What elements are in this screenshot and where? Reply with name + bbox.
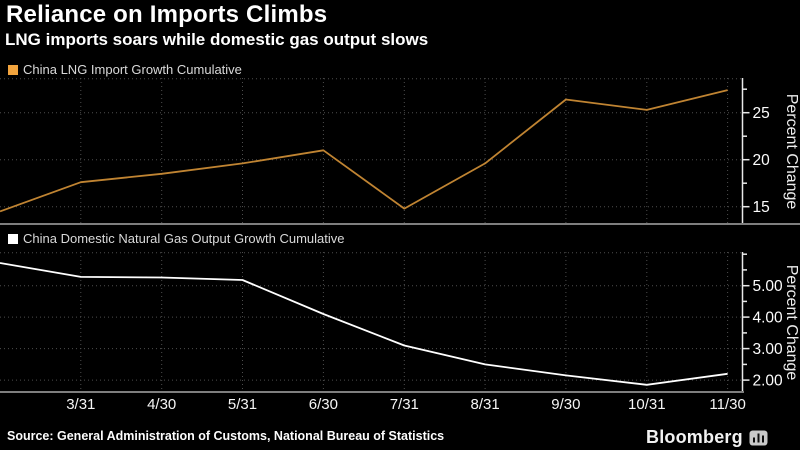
x-tick-label: 3/31 [66, 396, 96, 413]
domestic-legend-label: China Domestic Natural Gas Output Growth… [23, 231, 345, 246]
brand-logo: Bloomberg [646, 427, 768, 448]
y-tick-label: 25 [753, 105, 770, 122]
x-tick-label: 11/30 [709, 396, 746, 413]
y-tick-label: 3.00 [753, 341, 784, 358]
x-tick-label: 4/30 [147, 396, 177, 413]
page-subtitle: LNG imports soars while domestic gas out… [5, 30, 429, 49]
y-tick-label: 15 [753, 199, 770, 216]
x-tick-label: 10/31 [628, 396, 666, 413]
source-note: Source: General Administration of Custom… [7, 429, 445, 443]
y-tick-label: 20 [753, 152, 771, 169]
x-tick-label: 8/31 [470, 396, 500, 413]
legend-domestic: China Domestic Natural Gas Output Growth… [8, 232, 345, 245]
bloomberg-terminal-icon [749, 430, 768, 445]
legend-lng: China LNG Import Growth Cumulative [8, 63, 242, 76]
x-axis-line [0, 391, 744, 393]
lng-legend-swatch-icon [8, 64, 18, 75]
y-tick-label: 2.00 [753, 373, 784, 390]
y-axis-title: Percent Change [783, 94, 800, 210]
domestic-series-line [0, 262, 728, 386]
y-tick-label: 4.00 [753, 310, 784, 327]
lng-series-line [0, 89, 728, 213]
y-axis-title: Percent Change [783, 265, 800, 381]
x-tick-label: 5/31 [227, 396, 258, 413]
x-axis-labels: 3/31 4/30 5/31 6/30 7/31 8/31 9/30 10/31 11/30 [0, 396, 800, 414]
y-tick-label: 5.00 [753, 278, 784, 295]
lng-import-chart: 15 20 25 Percent Change [0, 78, 800, 225]
x-tick-label: 9/30 [551, 396, 581, 413]
domestic-legend-swatch-icon [8, 233, 18, 244]
x-tick-label: 7/31 [389, 396, 419, 413]
brand-wordmark: Bloomberg [646, 427, 743, 447]
x-tick-label: 6/30 [308, 396, 338, 413]
page-title: Reliance on Imports Climbs [6, 1, 328, 28]
lng-legend-label: China LNG Import Growth Cumulative [23, 62, 242, 77]
domestic-gas-chart: 2.00 3.00 4.00 5.00 Percent Change [0, 252, 800, 393]
panel-divider-line [0, 223, 800, 225]
